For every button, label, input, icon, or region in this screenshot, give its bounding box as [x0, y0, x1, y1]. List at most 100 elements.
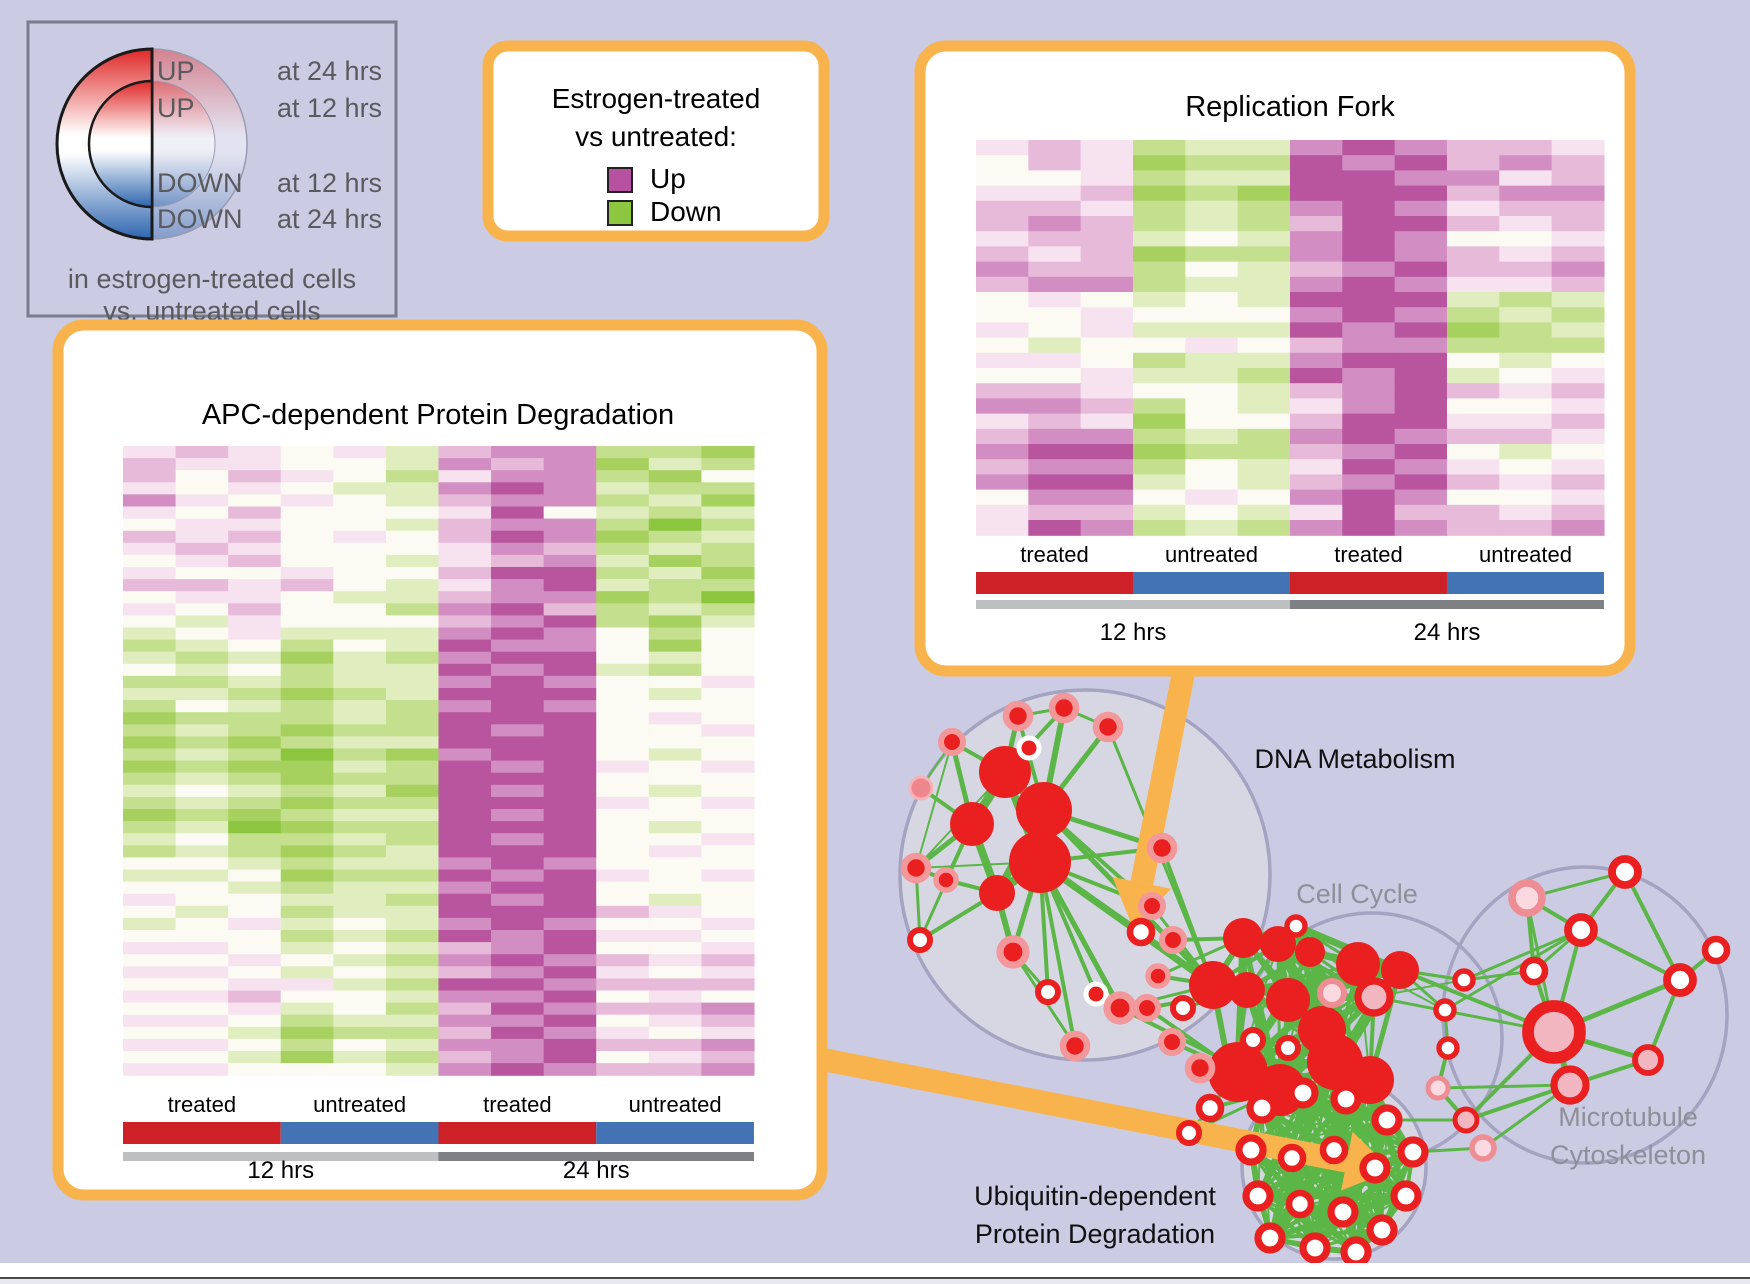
heatmap-cell — [1185, 444, 1239, 460]
heatmap-cell — [280, 639, 334, 653]
heatmap-cell — [1342, 444, 1396, 460]
heatmap-cell — [701, 1002, 755, 1016]
heatmap-cell — [648, 930, 702, 943]
corner-legend-updown-label: UP — [157, 93, 195, 123]
heatmap-cell — [491, 881, 545, 895]
heatmap-cell — [1132, 200, 1186, 217]
heatmap-cell — [1132, 444, 1186, 460]
heatmap-cell — [175, 615, 229, 629]
heatmap-cell — [1237, 307, 1291, 323]
heatmap-cell — [280, 470, 334, 483]
ring-12hrs-left-half — [87, 79, 154, 209]
network-node-pink-solid — [908, 775, 934, 801]
heatmap-cell — [701, 1063, 755, 1076]
heatmap-repfork — [976, 140, 1605, 536]
heatmap-cell — [491, 954, 545, 967]
heatmap-cell — [1237, 398, 1291, 415]
heatmap-cell — [1237, 200, 1291, 217]
heatmap-cell — [1446, 398, 1500, 415]
heatmap-cell — [543, 675, 597, 689]
network-node-solid-red — [1229, 972, 1265, 1008]
heatmap-cell — [438, 591, 492, 604]
heatmap-cell — [333, 675, 387, 689]
time-bar-12-hrs — [976, 600, 1290, 609]
heatmap-cell — [976, 246, 1029, 263]
heatmap-cell — [596, 446, 650, 459]
corner-legend-time-label: at 24 hrs — [277, 56, 382, 86]
heatmap-cell — [123, 482, 177, 495]
heatmap-cell — [491, 893, 545, 907]
heatmap-cell — [701, 1014, 755, 1028]
heatmap-cell — [333, 821, 387, 834]
heatmap-cell — [175, 446, 229, 459]
cluster-label: Cytoskeleton — [1550, 1140, 1706, 1170]
heatmap-cell — [1132, 459, 1186, 475]
heatmap-cell — [438, 1038, 492, 1052]
column-group-label: untreated — [313, 1092, 406, 1117]
heatmap-cell — [1185, 231, 1239, 247]
heatmap-cell — [491, 845, 545, 858]
heatmap-cell — [543, 869, 597, 883]
heatmap-cell — [438, 446, 492, 459]
heatmap-cell — [1132, 474, 1186, 491]
heatmap-cell — [648, 772, 702, 786]
heatmap-cell — [1185, 459, 1239, 475]
heatmap-cell — [1237, 459, 1291, 475]
heatmap-cell — [543, 1051, 597, 1064]
heatmap-cell — [976, 520, 1029, 536]
heatmap-cell — [1028, 337, 1082, 354]
network-node-red-core-pink-ring — [1092, 711, 1124, 743]
heatmap-cell — [333, 1063, 387, 1076]
heatmap-cell — [175, 796, 229, 810]
heatmap-cell — [648, 688, 702, 701]
heatmap-cell — [438, 530, 492, 544]
heatmap-cell — [701, 470, 755, 483]
heatmap-cell — [438, 639, 492, 653]
heatmap-cell — [228, 603, 282, 616]
heatmap-cell — [1394, 520, 1448, 536]
heatmap-cell — [976, 489, 1029, 506]
heatmap-cell — [648, 675, 702, 689]
heatmap-cell — [1499, 216, 1553, 232]
network-node-white-core-red-ring — [1663, 963, 1697, 997]
heatmap-cell — [1394, 231, 1448, 247]
heatmap-cell — [228, 663, 282, 677]
heatmap-cell — [280, 748, 334, 762]
heatmap-cell — [123, 1014, 177, 1028]
heatmap-cell — [438, 675, 492, 689]
heatmap-cell — [543, 893, 597, 907]
heatmap-cell — [228, 893, 282, 907]
updown-legend-item-label: Up — [650, 163, 686, 194]
heatmap-cell — [333, 893, 387, 907]
panel-repfork: Replication Fork treated untreated treated u… — [914, 40, 1636, 677]
updown-legend-border — [482, 40, 830, 242]
heatmap-cell — [123, 978, 177, 992]
heatmap-cell — [1080, 200, 1134, 217]
heatmap-cell — [543, 712, 597, 725]
heatmap-cell — [123, 518, 177, 532]
heatmap-cell — [648, 615, 702, 629]
heatmap-cell — [1342, 261, 1396, 278]
network-node-white-core-red-ring — [1242, 1180, 1274, 1212]
heatmap-cell — [1080, 261, 1134, 278]
heatmap-cell — [438, 966, 492, 979]
heatmap-cell — [1080, 307, 1134, 323]
heatmap-cell — [976, 276, 1029, 293]
heatmap-cell — [438, 554, 492, 568]
heatmap-cell — [701, 579, 755, 592]
heatmap-cell — [385, 1014, 440, 1028]
heatmap-cell — [175, 458, 229, 471]
heatmap-cell — [228, 639, 282, 653]
heatmap-cell — [123, 893, 177, 907]
heatmap-cell — [491, 482, 545, 495]
column-group-label: treated — [483, 1092, 552, 1117]
heatmap-cell — [1446, 322, 1500, 339]
heatmap-cell — [596, 627, 650, 641]
heatmap-cell — [385, 772, 440, 786]
heatmap-cell — [280, 1051, 334, 1064]
heatmap-cell — [596, 530, 650, 544]
panel-title: APC-dependent Protein Degradation — [202, 399, 674, 431]
heatmap-cell — [228, 591, 282, 604]
heatmap-cell — [1185, 155, 1239, 171]
heatmap-cell — [1289, 520, 1343, 536]
